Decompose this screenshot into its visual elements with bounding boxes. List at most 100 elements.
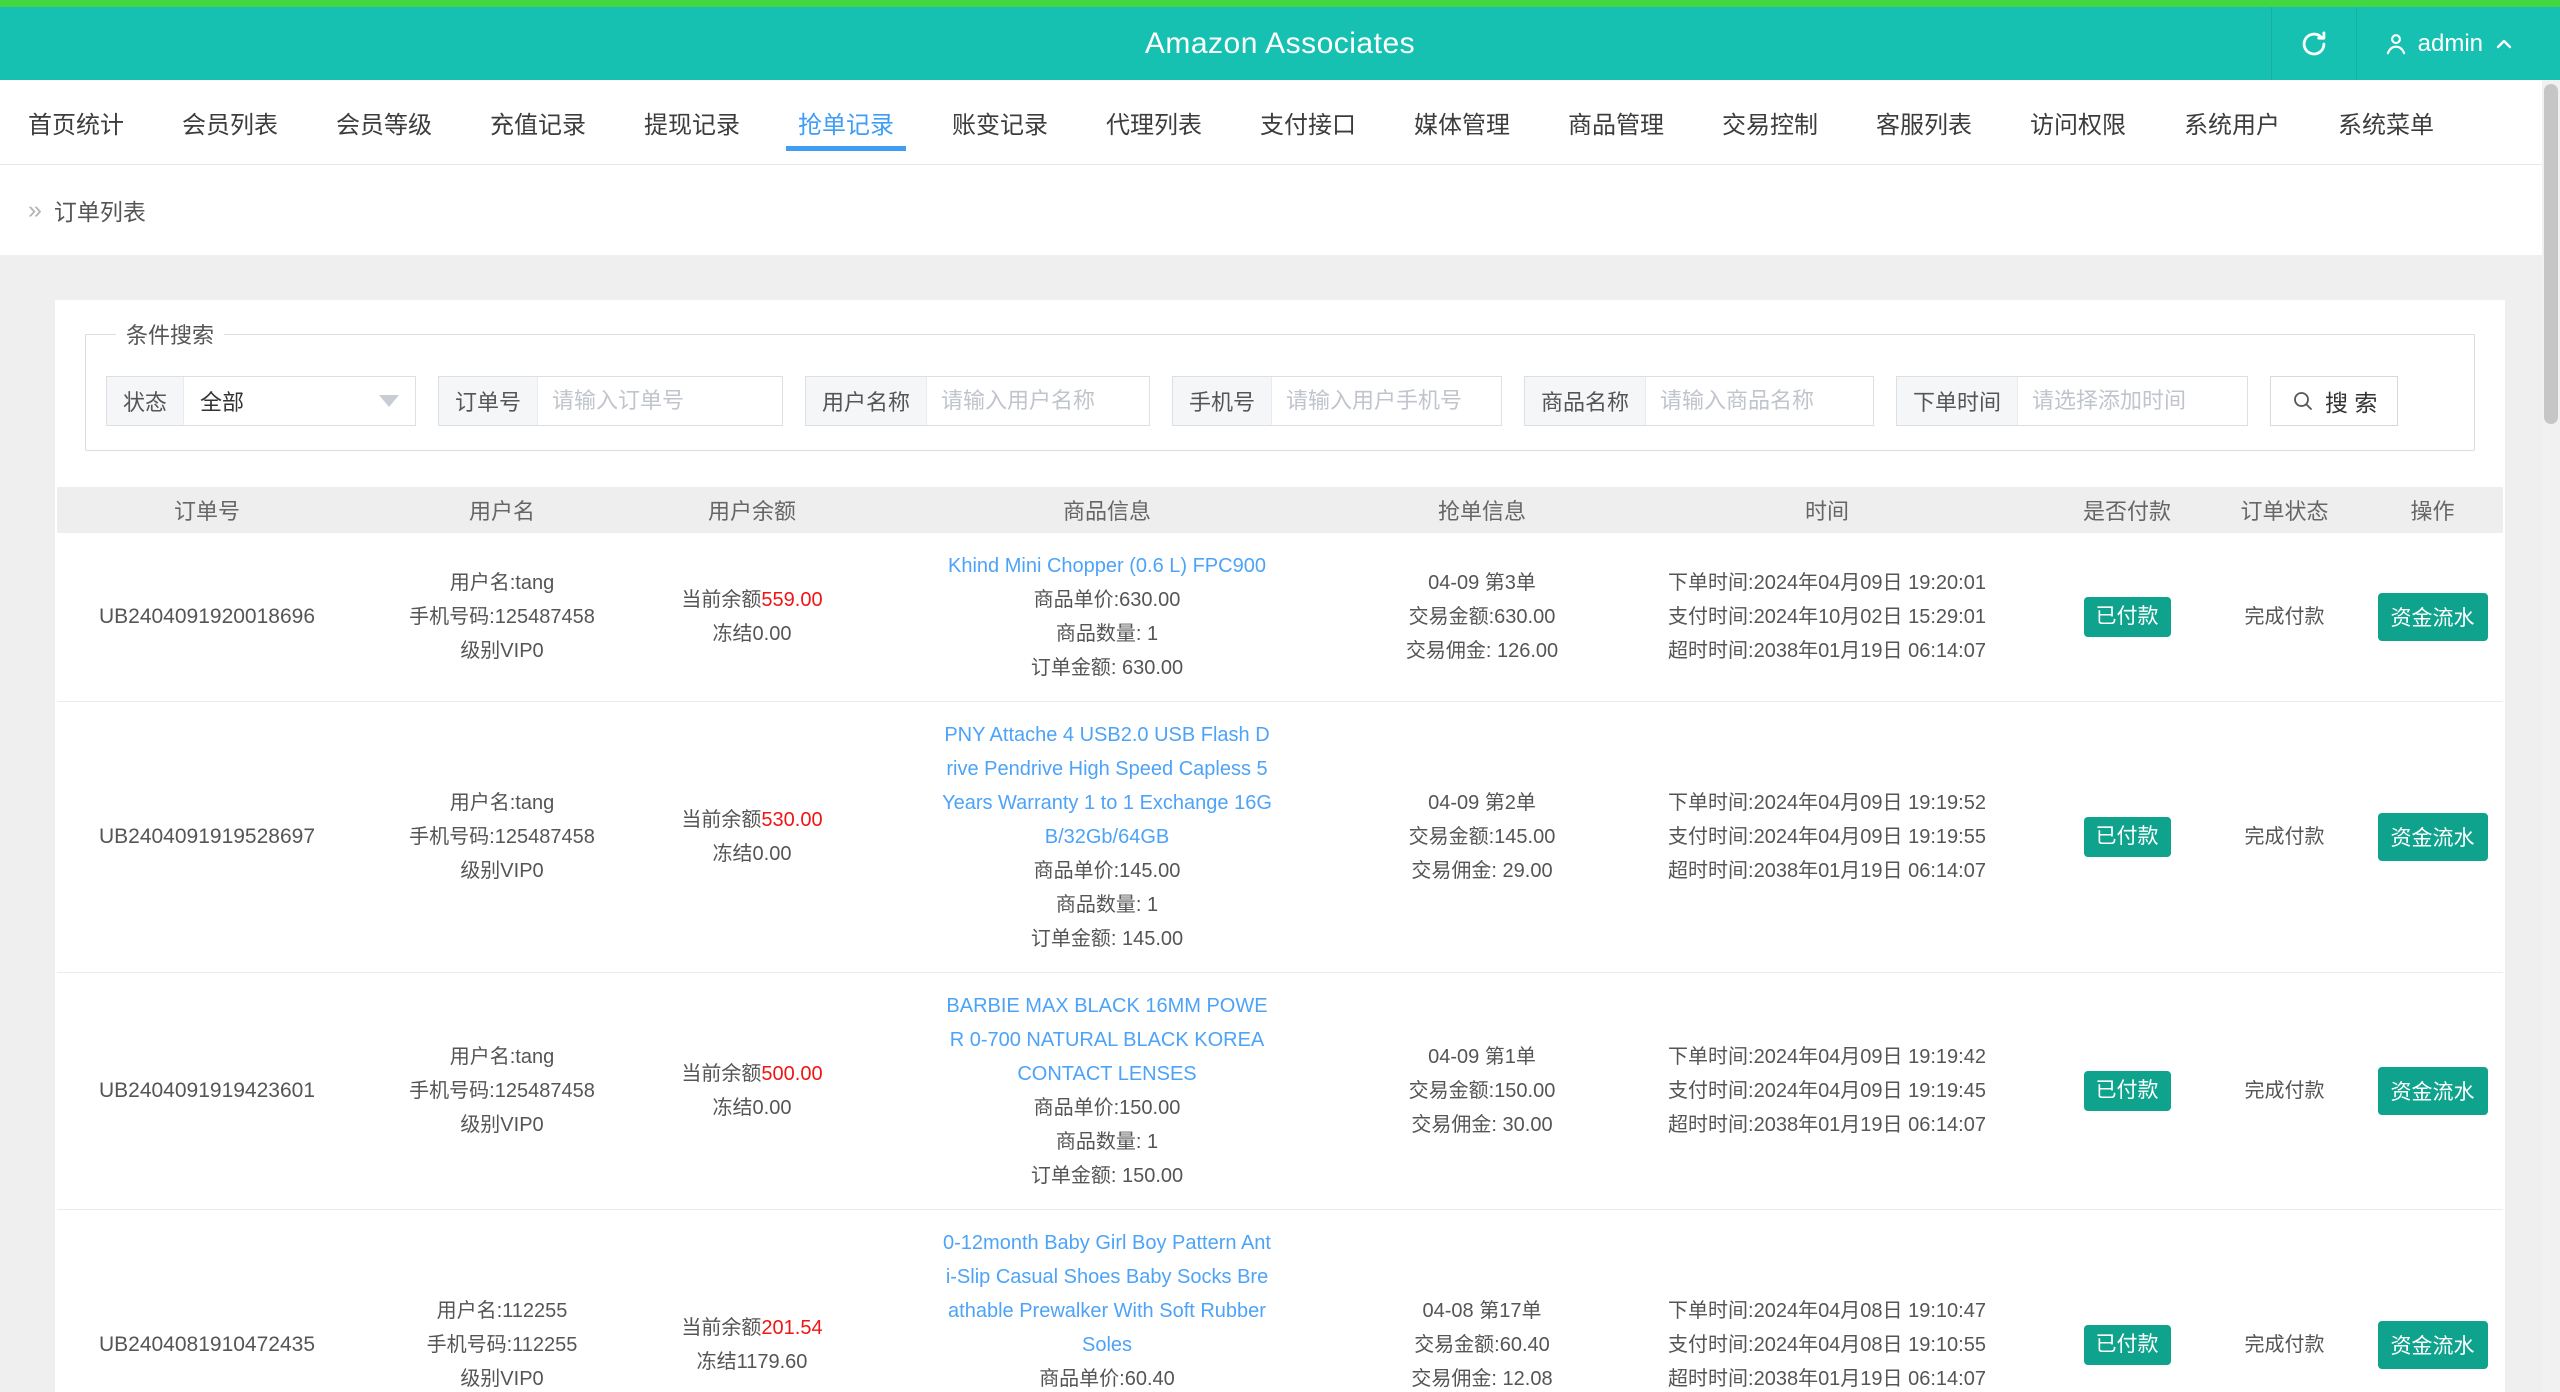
tab-member-level[interactable]: 会员等级 — [336, 111, 432, 139]
balance-value: 559.00 — [761, 589, 823, 611]
status-select[interactable]: 全部 — [184, 377, 415, 425]
fund-flow-button[interactable]: 资金流水 — [2377, 593, 2488, 641]
tab-member-list[interactable]: 会员列表 — [182, 111, 278, 139]
grab-info-cell: 04-08 第17单 交易金额:60.40 交易佣金: 12.08 — [1357, 1294, 1607, 1392]
scrollbar-thumb[interactable] — [2544, 84, 2558, 424]
user-info-cell: 用户名:tang 手机号码:125487458 级别VIP0 — [357, 1040, 647, 1142]
chevron-up-icon — [2492, 32, 2516, 56]
balance-value: 201.54 — [761, 1317, 823, 1339]
product-price-line: 商品单价:145.00 — [1033, 860, 1181, 882]
tab-agent-list[interactable]: 代理列表 — [1106, 111, 1202, 139]
tab-recharge-records[interactable]: 充值记录 — [490, 111, 586, 139]
app-header: Amazon Associates admin — [0, 7, 2560, 80]
username-label: 用户名称 — [806, 377, 928, 425]
order-status-cell: 完成付款 — [2244, 606, 2325, 628]
fund-flow-button[interactable]: 资金流水 — [2377, 813, 2488, 861]
search-legend: 条件搜索 — [126, 323, 215, 348]
vertical-scrollbar[interactable] — [2542, 80, 2560, 1392]
status-label: 状态 — [107, 377, 185, 425]
product-name-input[interactable] — [1646, 377, 1873, 425]
breadcrumb-arrow-icon: » — [28, 195, 42, 224]
tab-product-management[interactable]: 商品管理 — [1568, 111, 1664, 139]
tab-withdrawal-records[interactable]: 提现记录 — [644, 111, 740, 139]
order-amount-line: 订单金额: 150.00 — [1030, 1165, 1184, 1187]
product-info-cell: BARBIE MAX BLACK 16MM POWER 0-700 NATURA… — [857, 989, 1357, 1193]
grab-seq-line: 04-09 第2单 — [1428, 792, 1536, 814]
tab-access-permissions[interactable]: 访问权限 — [2030, 111, 2126, 139]
tab-media-management[interactable]: 媒体管理 — [1414, 111, 1510, 139]
order-time-filter-group: 下单时间 — [1896, 376, 2248, 426]
actions-cell: 资金流水 — [2362, 813, 2503, 861]
order-number-cell: UB2404091920018696 — [98, 605, 316, 628]
tab-home-stats[interactable]: 首页统计 — [28, 111, 124, 139]
current-balance-line: 当前余额201.54 — [681, 1311, 822, 1345]
current-balance-line: 当前余额559.00 — [681, 583, 822, 617]
order-time-line: 下单时间:2024年04月09日 19:19:52 — [1668, 792, 1986, 814]
order-no-filter-group: 订单号 — [438, 376, 783, 426]
balance-cell: 当前余额500.00 冻结0.00 — [647, 1057, 857, 1125]
col-header-paid: 是否付款 — [2082, 499, 2171, 524]
table-row: UB2404091920018696 用户名:tang 手机号码:1254874… — [57, 533, 2503, 702]
order-no-input[interactable] — [538, 377, 782, 425]
order-no-label: 订单号 — [439, 377, 539, 425]
order-time-input[interactable] — [2018, 377, 2247, 425]
current-balance-line: 当前余额530.00 — [681, 803, 822, 837]
balance-value: 530.00 — [761, 809, 823, 831]
main-nav: 首页统计 会员列表 会员等级 充值记录 提现记录 抢单记录 账变记录 代理列表 … — [0, 80, 2560, 165]
search-icon — [2291, 389, 2315, 413]
col-header-product-info: 商品信息 — [1062, 499, 1151, 524]
product-name-link[interactable]: PNY Attache 4 USB2.0 USB Flash Drive Pen… — [942, 724, 1272, 848]
grab-seq-line: 04-08 第17单 — [1422, 1300, 1542, 1322]
user-name-line: 用户名:tang — [449, 1046, 555, 1068]
product-info-cell: 0-12month Baby Girl Boy Pattern Anti-Sli… — [857, 1226, 1357, 1392]
fund-flow-button[interactable]: 资金流水 — [2377, 1321, 2488, 1369]
caret-down-icon — [379, 395, 399, 407]
username-input[interactable] — [927, 377, 1149, 425]
product-name-link[interactable]: BARBIE MAX BLACK 16MM POWER 0-700 NATURA… — [946, 995, 1268, 1085]
tab-system-menu[interactable]: 系统菜单 — [2338, 111, 2434, 139]
product-name-link[interactable]: 0-12month Baby Girl Boy Pattern Anti-Sli… — [943, 1232, 1271, 1356]
grab-commission-line: 交易佣金: 29.00 — [1411, 860, 1553, 882]
time-cell: 下单时间:2024年04月09日 19:20:01 支付时间:2024年10月0… — [1607, 566, 2047, 668]
product-name-link[interactable]: Khind Mini Chopper (0.6 L) FPC900 — [948, 555, 1266, 577]
user-info-cell: 用户名:tang 手机号码:125487458 级别VIP0 — [357, 786, 647, 888]
actions-cell: 资金流水 — [2362, 1321, 2503, 1369]
balance-cell: 当前余额559.00 冻结0.00 — [647, 583, 857, 651]
user-level-line: 级别VIP0 — [460, 640, 544, 662]
phone-input[interactable] — [1272, 377, 1501, 425]
fund-flow-button[interactable]: 资金流水 — [2377, 1067, 2488, 1115]
time-cell: 下单时间:2024年04月09日 19:19:42 支付时间:2024年04月0… — [1607, 1040, 2047, 1142]
refresh-button[interactable] — [2272, 7, 2356, 80]
col-header-username: 用户名 — [468, 499, 535, 524]
tab-customer-service-list[interactable]: 客服列表 — [1876, 111, 1972, 139]
search-button[interactable]: 搜 索 — [2270, 376, 2399, 426]
user-info-cell: 用户名:tang 手机号码:125487458 级别VIP0 — [357, 566, 647, 668]
table-header-row: 订单号 用户名 用户余额 商品信息 抢单信息 时间 是否付款 订单状态 操作 — [57, 487, 2503, 533]
pay-time-line: 支付时间:2024年04月08日 19:10:55 — [1668, 1334, 1986, 1356]
tab-transaction-control[interactable]: 交易控制 — [1722, 111, 1818, 139]
balance-label: 当前余额 — [681, 1317, 762, 1339]
header-actions: admin — [2270, 7, 2542, 80]
tab-system-users[interactable]: 系统用户 — [2184, 111, 2280, 139]
paid-status-badge: 已付款 — [2083, 817, 2171, 857]
order-status-cell: 完成付款 — [2244, 826, 2325, 848]
frozen-balance-line: 冻结0.00 — [712, 843, 792, 865]
user-level-line: 级别VIP0 — [460, 1368, 544, 1390]
tab-order-grab-records[interactable]: 抢单记录 — [786, 80, 906, 164]
paid-status-cell: 已付款 — [2047, 1325, 2207, 1365]
breadcrumb: » 订单列表 — [0, 165, 2560, 255]
order-time-line: 下单时间:2024年04月09日 19:20:01 — [1668, 572, 1986, 594]
app-title: Amazon Associates — [1144, 26, 1416, 60]
tab-balance-change-records[interactable]: 账变记录 — [952, 111, 1048, 139]
product-qty-line: 商品数量: 1 — [1055, 1131, 1159, 1153]
pay-time-line: 支付时间:2024年10月02日 15:29:01 — [1668, 606, 1986, 628]
tab-payment-interface[interactable]: 支付接口 — [1260, 111, 1356, 139]
user-name-line: 用户名:112255 — [436, 1300, 568, 1322]
pay-time-line: 支付时间:2024年04月09日 19:19:45 — [1668, 1080, 1986, 1102]
product-price-line: 商品单价:630.00 — [1033, 589, 1181, 611]
user-menu[interactable]: admin — [2357, 7, 2542, 80]
frozen-balance-line: 冻结0.00 — [712, 623, 792, 645]
actions-cell: 资金流水 — [2362, 593, 2503, 641]
username-filter-group: 用户名称 — [805, 376, 1150, 426]
product-name-label: 商品名称 — [1525, 377, 1647, 425]
